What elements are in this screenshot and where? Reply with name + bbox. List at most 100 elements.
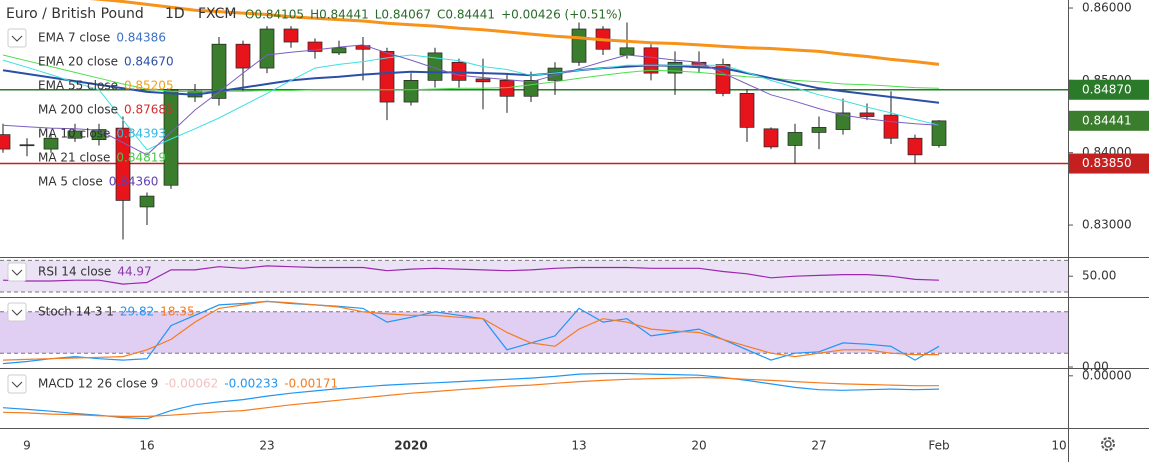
candle-body xyxy=(931,120,947,146)
x-tick-label: 10 xyxy=(1051,439,1066,453)
collapse-button xyxy=(7,28,27,48)
legend-label: EMA 55 close xyxy=(38,79,118,93)
interval: 1D xyxy=(165,6,185,22)
legend-value: 0.84360 xyxy=(109,175,159,189)
chevron xyxy=(11,381,23,388)
candle-body xyxy=(619,47,635,56)
price-label-box xyxy=(1069,79,1149,100)
candle-body xyxy=(67,130,83,139)
legend-label: MA 21 close xyxy=(38,151,110,165)
candle-body xyxy=(91,129,107,141)
settings-icon[interactable] xyxy=(1101,437,1115,451)
x-tick-label: 16 xyxy=(139,439,154,453)
collapse-button xyxy=(7,374,27,394)
candle-body xyxy=(475,78,491,83)
legend-label: EMA 20 close xyxy=(38,55,118,69)
x-tick-label: 13 xyxy=(571,439,586,453)
y-tick-label: 0.00000 xyxy=(1082,368,1132,382)
collapse-button xyxy=(7,262,27,282)
indicator-line xyxy=(2,265,940,285)
y-tick-label: 50.00 xyxy=(1082,269,1116,283)
indicator-line xyxy=(2,54,940,151)
candle-body xyxy=(259,28,275,69)
price-label: 0.84441 xyxy=(1082,113,1132,127)
candle-body xyxy=(307,41,323,52)
ohlc-value: H0.84441 xyxy=(310,8,369,22)
x-tick-label: 2020 xyxy=(394,439,427,453)
x-tick-label: 20 xyxy=(691,439,706,453)
candle-body xyxy=(763,128,779,148)
ohlc-value: L0.84067 xyxy=(375,8,431,22)
candle-body xyxy=(739,93,755,128)
indicator-line xyxy=(2,300,940,365)
indicator-pane xyxy=(0,259,1068,293)
candle-body xyxy=(643,47,659,74)
candle-body xyxy=(907,137,923,156)
indicator-pane xyxy=(0,300,1068,365)
legend-value: 0.87685 xyxy=(124,103,174,117)
candle-body xyxy=(523,80,539,97)
indicator-value: -0.00171 xyxy=(284,377,338,391)
candle-body xyxy=(235,43,251,69)
candle-body xyxy=(163,89,179,186)
indicator-line xyxy=(2,54,940,93)
indicator-line xyxy=(2,64,940,104)
legend-label: MA 5 close xyxy=(38,175,103,189)
candle-body xyxy=(811,127,827,133)
chevron xyxy=(11,269,23,276)
legend-label: EMA 7 close xyxy=(38,31,110,45)
indicator-line xyxy=(2,44,940,156)
candle-body xyxy=(19,144,35,147)
y-tick-label: 0.83000 xyxy=(1082,218,1132,232)
candle-body xyxy=(403,80,419,103)
legend-value: 0.84393 xyxy=(116,127,166,141)
candle-body xyxy=(427,52,443,81)
chevron xyxy=(11,309,23,316)
indicator-value: 29.82 xyxy=(120,305,154,319)
x-tick-label: 9 xyxy=(23,439,31,453)
candle-body xyxy=(859,112,875,117)
candle-body xyxy=(451,61,467,81)
legend-label: MA 200 close xyxy=(38,103,118,117)
x-tick-label: 23 xyxy=(259,439,274,453)
candle-body xyxy=(115,127,131,201)
candle-body xyxy=(835,112,851,130)
legend-value: 0.85205 xyxy=(124,79,174,93)
indicator-line xyxy=(2,372,940,420)
legend-label: MA 10 close xyxy=(38,127,110,141)
legend-value: 0.84386 xyxy=(116,31,166,45)
y-tick-label: 0.86000 xyxy=(1082,1,1132,15)
ohlc-value: O0.84105 xyxy=(245,8,304,22)
indicator-pane xyxy=(2,372,940,420)
symbol-title: Euro / British Pound xyxy=(6,6,144,22)
candle-body xyxy=(283,28,299,43)
indicator-line xyxy=(2,300,939,361)
indicator-title: Stoch 14 3 1 xyxy=(38,305,114,319)
candle-body xyxy=(331,47,347,54)
candle-body xyxy=(571,28,587,63)
indicator-line xyxy=(89,0,940,66)
indicator-line xyxy=(2,376,939,417)
candle-body xyxy=(211,43,227,99)
legend-value: 0.84670 xyxy=(124,55,174,69)
indicator-value: -0.00062 xyxy=(164,377,218,391)
price-label: 0.83850 xyxy=(1082,156,1132,170)
indicator-value: 18.35 xyxy=(160,305,194,319)
ohlc-value: C0.84441 xyxy=(437,8,495,22)
candle-body xyxy=(883,114,899,139)
ohlc-value: +0.00426 (+0.51%) xyxy=(501,8,622,22)
candle-body xyxy=(499,80,515,97)
legend-value: 0.84819 xyxy=(116,151,166,165)
x-tick-label: Feb xyxy=(928,439,949,453)
indicator-title: MACD 12 26 close 9 xyxy=(38,377,158,391)
candle-body xyxy=(0,134,11,150)
collapse-button xyxy=(7,302,27,322)
candle-body xyxy=(139,195,155,208)
price-label-box xyxy=(1069,153,1149,174)
price-label-box xyxy=(1069,110,1149,131)
candle-body xyxy=(787,132,803,146)
y-tick-label: 0.00 xyxy=(1082,360,1109,374)
chevron xyxy=(11,35,23,42)
